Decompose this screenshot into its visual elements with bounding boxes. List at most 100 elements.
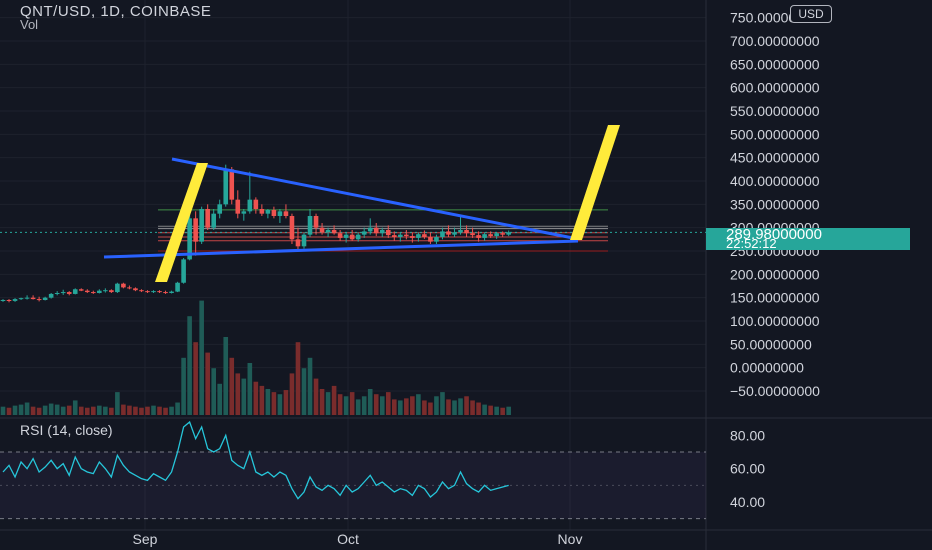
- price-tick-label: 650.00000000: [730, 56, 820, 72]
- volume-bar: [349, 392, 355, 415]
- time-tick-label: Nov: [558, 531, 583, 547]
- candle-body: [253, 199, 259, 209]
- volume-bar: [42, 405, 48, 415]
- price-tick-label: −50.00000000: [730, 383, 820, 399]
- candle-body: [181, 259, 186, 283]
- candle-body: [458, 229, 463, 233]
- rsi-pane: [0, 420, 706, 520]
- rsi-legend: RSI (14, close): [20, 422, 113, 438]
- candle-body: [313, 215, 319, 228]
- volume-bar: [115, 392, 120, 415]
- lower-trendline: [103, 239, 579, 259]
- volume-bar: [313, 378, 319, 415]
- volume-bar: [379, 396, 385, 415]
- candle-body: [18, 298, 24, 300]
- volume-bar: [91, 406, 96, 415]
- volume-bar: [145, 406, 150, 415]
- candle-body: [283, 211, 289, 216]
- candle-body: [295, 239, 301, 247]
- volume-bar: [103, 406, 108, 415]
- candle-body: [422, 234, 427, 237]
- candle-body: [169, 291, 174, 294]
- volume-bar: [48, 403, 54, 415]
- candle-body: [301, 234, 307, 247]
- volume-bar: [109, 407, 114, 415]
- volume-bar: [500, 407, 505, 415]
- volume-bar: [235, 373, 241, 415]
- candle-body: [6, 300, 12, 302]
- volume-bar: [66, 405, 72, 415]
- candle-body: [355, 234, 361, 240]
- last-price-label: 289.98000000 22:52:12: [706, 227, 910, 250]
- candle-body: [440, 231, 445, 237]
- candle-body: [0, 300, 6, 302]
- volume-series: [0, 300, 511, 415]
- candle-body: [12, 299, 18, 301]
- price-tick-label: 200.00000000: [730, 266, 820, 282]
- time-tick-label: Oct: [337, 531, 359, 547]
- volume-bar: [18, 404, 24, 415]
- volume-bar: [271, 392, 277, 415]
- volume-bar: [404, 398, 409, 415]
- horizontal-levels: [0, 209, 706, 252]
- volume-bar: [133, 406, 138, 415]
- candle-body: [157, 291, 162, 293]
- candle-body: [241, 211, 247, 214]
- volume-bar: [151, 405, 156, 415]
- volume-bar: [355, 399, 361, 415]
- volume-bar: [72, 400, 78, 415]
- volume-bar: [163, 407, 168, 415]
- volume-bar: [217, 383, 223, 415]
- candle-body: [404, 234, 409, 237]
- volume-bar: [127, 405, 132, 415]
- volume-bar: [253, 381, 259, 415]
- candle-body: [66, 292, 72, 294]
- time-tick-label: Sep: [133, 531, 158, 547]
- candle-body: [494, 233, 499, 237]
- price-axis[interactable]: 750.00000000700.00000000650.00000000600.…: [730, 10, 820, 510]
- candle-body: [488, 234, 493, 237]
- volume-bar: [283, 390, 289, 415]
- currency-button[interactable]: USD: [790, 5, 832, 23]
- volume-bar: [416, 394, 421, 415]
- rsi-tick-label: 60.00: [730, 461, 765, 477]
- volume-bar: [199, 300, 204, 415]
- volume-bar: [343, 396, 349, 415]
- volume-bar: [301, 368, 307, 415]
- candlestick-series: [0, 164, 511, 303]
- candle-body: [367, 227, 373, 232]
- candle-body: [115, 283, 120, 293]
- time-axis[interactable]: Sep Oct Nov: [133, 531, 583, 547]
- candle-body: [97, 290, 102, 294]
- volume-bar: [205, 352, 210, 415]
- candle-body: [343, 234, 349, 238]
- candle-body: [392, 235, 397, 237]
- candle-body: [476, 235, 481, 238]
- volume-bar: [175, 402, 180, 415]
- candle-body: [133, 288, 138, 291]
- candle-body: [500, 233, 505, 235]
- volume-bar: [373, 394, 379, 415]
- price-tick-label: 0.00000000: [730, 360, 804, 376]
- candle-body: [60, 292, 66, 294]
- candle-body: [271, 209, 277, 216]
- volume-bar: [169, 406, 174, 415]
- breakout-arrow-projected: [570, 125, 620, 240]
- trendline-drawings: [103, 125, 620, 282]
- price-tick-label: 500.00000000: [730, 126, 820, 142]
- volume-bar: [181, 357, 186, 415]
- price-tick-label: 550.00000000: [730, 103, 820, 119]
- candle-body: [289, 215, 295, 240]
- volume-bar: [211, 368, 216, 415]
- price-tick-label: 350.00000000: [730, 196, 820, 212]
- volume-bar: [325, 392, 331, 415]
- candle-body: [319, 227, 325, 233]
- rsi-line: [2, 420, 509, 500]
- volume-bar: [446, 399, 451, 415]
- volume-bar: [488, 405, 493, 415]
- candle-body: [247, 199, 253, 212]
- volume-bar: [367, 389, 373, 415]
- volume-bar: [6, 407, 12, 415]
- candle-body: [361, 231, 367, 235]
